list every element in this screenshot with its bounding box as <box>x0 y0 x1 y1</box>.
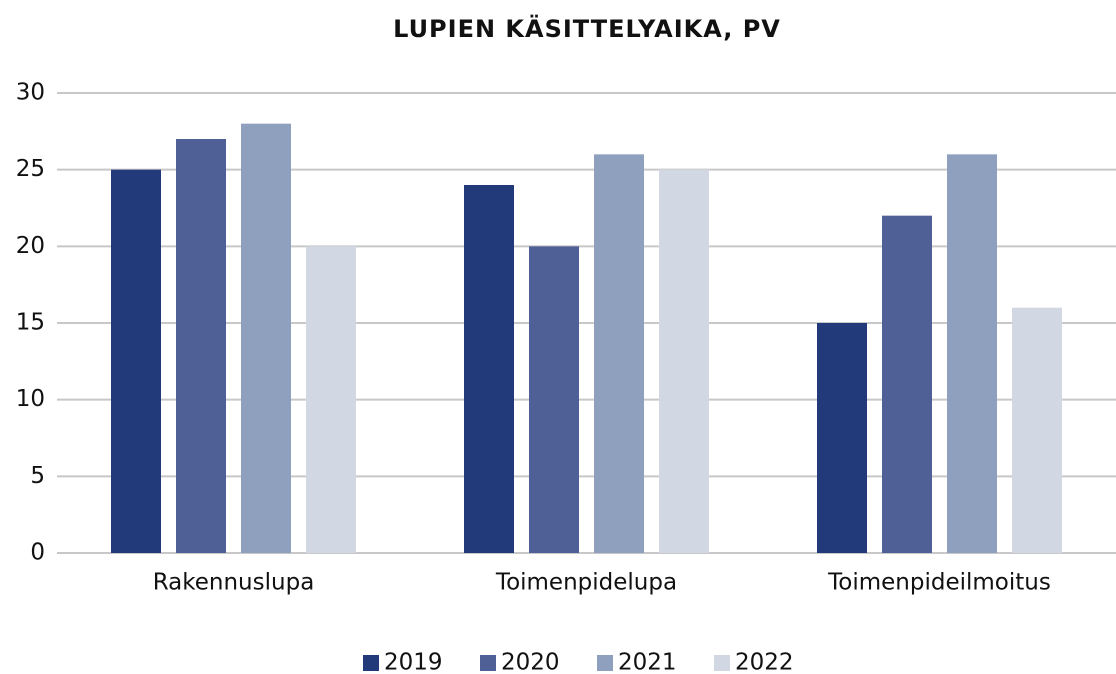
bar <box>464 185 514 553</box>
legend-label: 2021 <box>618 650 677 674</box>
legend-swatch <box>480 655 496 671</box>
bar <box>659 169 709 553</box>
x-tick-label: Toimenpidelupa <box>495 570 677 596</box>
legend-label: 2020 <box>501 650 560 674</box>
y-tick-label: 20 <box>16 233 45 259</box>
legend-swatch <box>714 655 730 671</box>
legend-swatch <box>597 655 613 671</box>
bar <box>882 215 932 553</box>
chart-title: LUPIEN KÄSITTELYAIKA, PV <box>393 14 781 43</box>
x-tick-label: Rakennuslupa <box>153 570 315 596</box>
bar <box>594 154 644 554</box>
bar <box>1012 307 1062 553</box>
bar <box>529 246 579 554</box>
bar <box>817 323 867 553</box>
legend-label: 2019 <box>384 650 443 674</box>
y-tick-label: 10 <box>16 386 45 412</box>
bar <box>241 123 291 554</box>
bar <box>306 246 356 554</box>
legend-swatch <box>363 655 379 671</box>
y-tick-label: 30 <box>16 80 45 106</box>
y-tick-label: 25 <box>16 156 45 182</box>
y-tick-label: 0 <box>30 540 45 566</box>
y-tick-label: 5 <box>30 463 45 489</box>
bar <box>111 169 161 553</box>
bar <box>176 139 226 553</box>
y-tick-label: 15 <box>16 310 45 336</box>
bar <box>947 154 997 554</box>
legend-label: 2022 <box>735 650 794 674</box>
x-tick-label: Toimenpideilmoitus <box>827 570 1051 596</box>
